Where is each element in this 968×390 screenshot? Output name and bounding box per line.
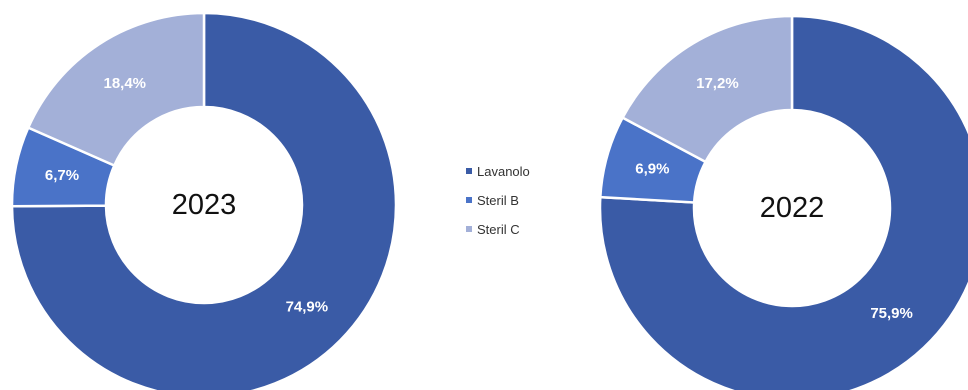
legend-label-steril-b: Steril B — [477, 193, 519, 208]
slice-lavanolo-2023 — [10, 11, 398, 390]
legend-item-lavanolo: Lavanolo — [466, 164, 530, 179]
data-label-lavanolo-2022: 75,9% — [870, 305, 913, 322]
data-label-steril-c-2022: 17,2% — [696, 75, 739, 92]
donut-chart-2023: 74,9% 6,7% 18,4% 2023 — [10, 11, 398, 390]
legend-item-steril-c: Steril C — [466, 222, 520, 237]
legend-label-steril-c: Steril C — [477, 222, 520, 237]
legend-swatch-steril-c — [466, 226, 472, 232]
data-label-lavanolo-2023: 74,9% — [286, 299, 329, 316]
donut-chart-2022: 75,9% 6,9% 17,2% 2022 — [598, 14, 968, 390]
data-label-steril-b-2023: 6,7% — [45, 167, 79, 184]
chart-legend: Lavanolo Steril B Steril C — [466, 164, 530, 237]
slice-lavanolo-2022 — [598, 14, 968, 390]
legend-label-lavanolo: Lavanolo — [477, 164, 530, 179]
slice-steril-c-2022 — [620, 14, 794, 164]
legend-item-steril-b: Steril B — [466, 193, 519, 208]
legend-swatch-steril-b — [466, 197, 472, 203]
center-label-2023: 2023 — [172, 189, 237, 221]
slice-steril-c-2023 — [26, 11, 206, 168]
center-label-2022: 2022 — [760, 192, 825, 224]
data-label-steril-b-2022: 6,9% — [635, 160, 669, 177]
data-label-steril-c-2023: 18,4% — [103, 75, 146, 92]
legend-swatch-lavanolo — [466, 168, 472, 174]
